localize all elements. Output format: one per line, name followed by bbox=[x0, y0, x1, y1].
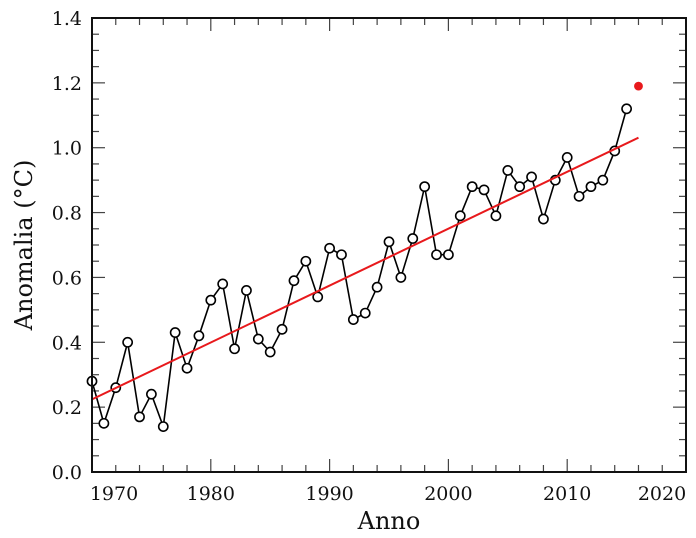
y-tick-label: 1.0 bbox=[52, 138, 82, 160]
anomaly-point bbox=[205, 294, 217, 306]
anomaly-point bbox=[229, 343, 240, 355]
anomaly-point bbox=[157, 421, 169, 432]
y-tick-label: 0.0 bbox=[52, 462, 82, 484]
anomaly-point bbox=[264, 346, 276, 358]
anomaly-point bbox=[526, 171, 537, 183]
y-tick-label: 0.4 bbox=[52, 332, 82, 354]
axis-ticks bbox=[91, 17, 687, 473]
x-axis-title: Anno bbox=[357, 507, 421, 535]
anomaly-point bbox=[573, 190, 585, 202]
axis-tick-labels: 1970 1980 1990 2000 2010 2020 0.0 0.2 0.4 0.6 0.8 1… bbox=[52, 8, 686, 505]
y-tick-label: 0.2 bbox=[52, 397, 82, 419]
anomaly-point bbox=[324, 242, 335, 254]
anomaly-point bbox=[442, 249, 454, 261]
anomaly-point bbox=[98, 417, 110, 429]
y-axis-title: Anomalia (°C) bbox=[10, 160, 38, 332]
anomaly-point bbox=[181, 362, 193, 374]
anomaly-point bbox=[383, 236, 395, 248]
anomaly-point bbox=[502, 165, 514, 176]
anomaly-point bbox=[561, 152, 573, 163]
highlight-point-2016 bbox=[634, 81, 643, 91]
anomaly-point bbox=[145, 388, 157, 400]
anomaly-line bbox=[92, 108, 628, 427]
anomaly-point bbox=[454, 210, 466, 222]
x-tick-label: 2010 bbox=[543, 483, 591, 505]
anomaly-point bbox=[478, 184, 490, 196]
x-tick-label: 1970 bbox=[90, 483, 138, 505]
x-tick-label: 2020 bbox=[638, 483, 686, 505]
anomaly-point bbox=[122, 336, 134, 348]
data-series bbox=[86, 81, 643, 432]
anomaly-point bbox=[466, 181, 478, 193]
y-tick-label: 0.8 bbox=[52, 203, 82, 225]
x-tick-label: 2000 bbox=[424, 483, 472, 505]
anomaly-point bbox=[407, 233, 419, 244]
plot-frame bbox=[91, 17, 687, 473]
anomaly-point bbox=[217, 278, 229, 290]
anomaly-point bbox=[193, 330, 205, 342]
anomaly-point bbox=[169, 327, 181, 338]
anomaly-point bbox=[419, 181, 431, 193]
anomaly-point bbox=[276, 323, 288, 335]
y-tick-label: 1.2 bbox=[52, 73, 82, 95]
anomaly-point bbox=[300, 255, 312, 267]
y-tick-label: 1.4 bbox=[52, 8, 82, 30]
anomaly-point bbox=[514, 181, 526, 193]
y-tick-label: 0.6 bbox=[52, 267, 82, 289]
anomaly-point bbox=[395, 272, 407, 283]
anomaly-point bbox=[252, 333, 264, 345]
x-tick-label: 1980 bbox=[187, 483, 235, 505]
anomaly-point bbox=[241, 284, 252, 296]
anomaly-point bbox=[621, 103, 632, 115]
anomaly-point bbox=[359, 307, 371, 319]
anomaly-point bbox=[347, 314, 359, 325]
anomaly-point bbox=[585, 181, 597, 193]
anomaly-point bbox=[538, 213, 549, 225]
anomaly-point bbox=[371, 281, 383, 293]
anomaly-point bbox=[336, 249, 347, 261]
anomaly-point bbox=[134, 411, 145, 423]
x-tick-label: 1990 bbox=[305, 483, 353, 505]
anomaly-point bbox=[597, 174, 609, 186]
anomaly-point bbox=[490, 210, 502, 222]
anomaly-point bbox=[431, 249, 442, 261]
trend-line bbox=[91, 136, 639, 401]
anomaly-point bbox=[288, 275, 300, 287]
